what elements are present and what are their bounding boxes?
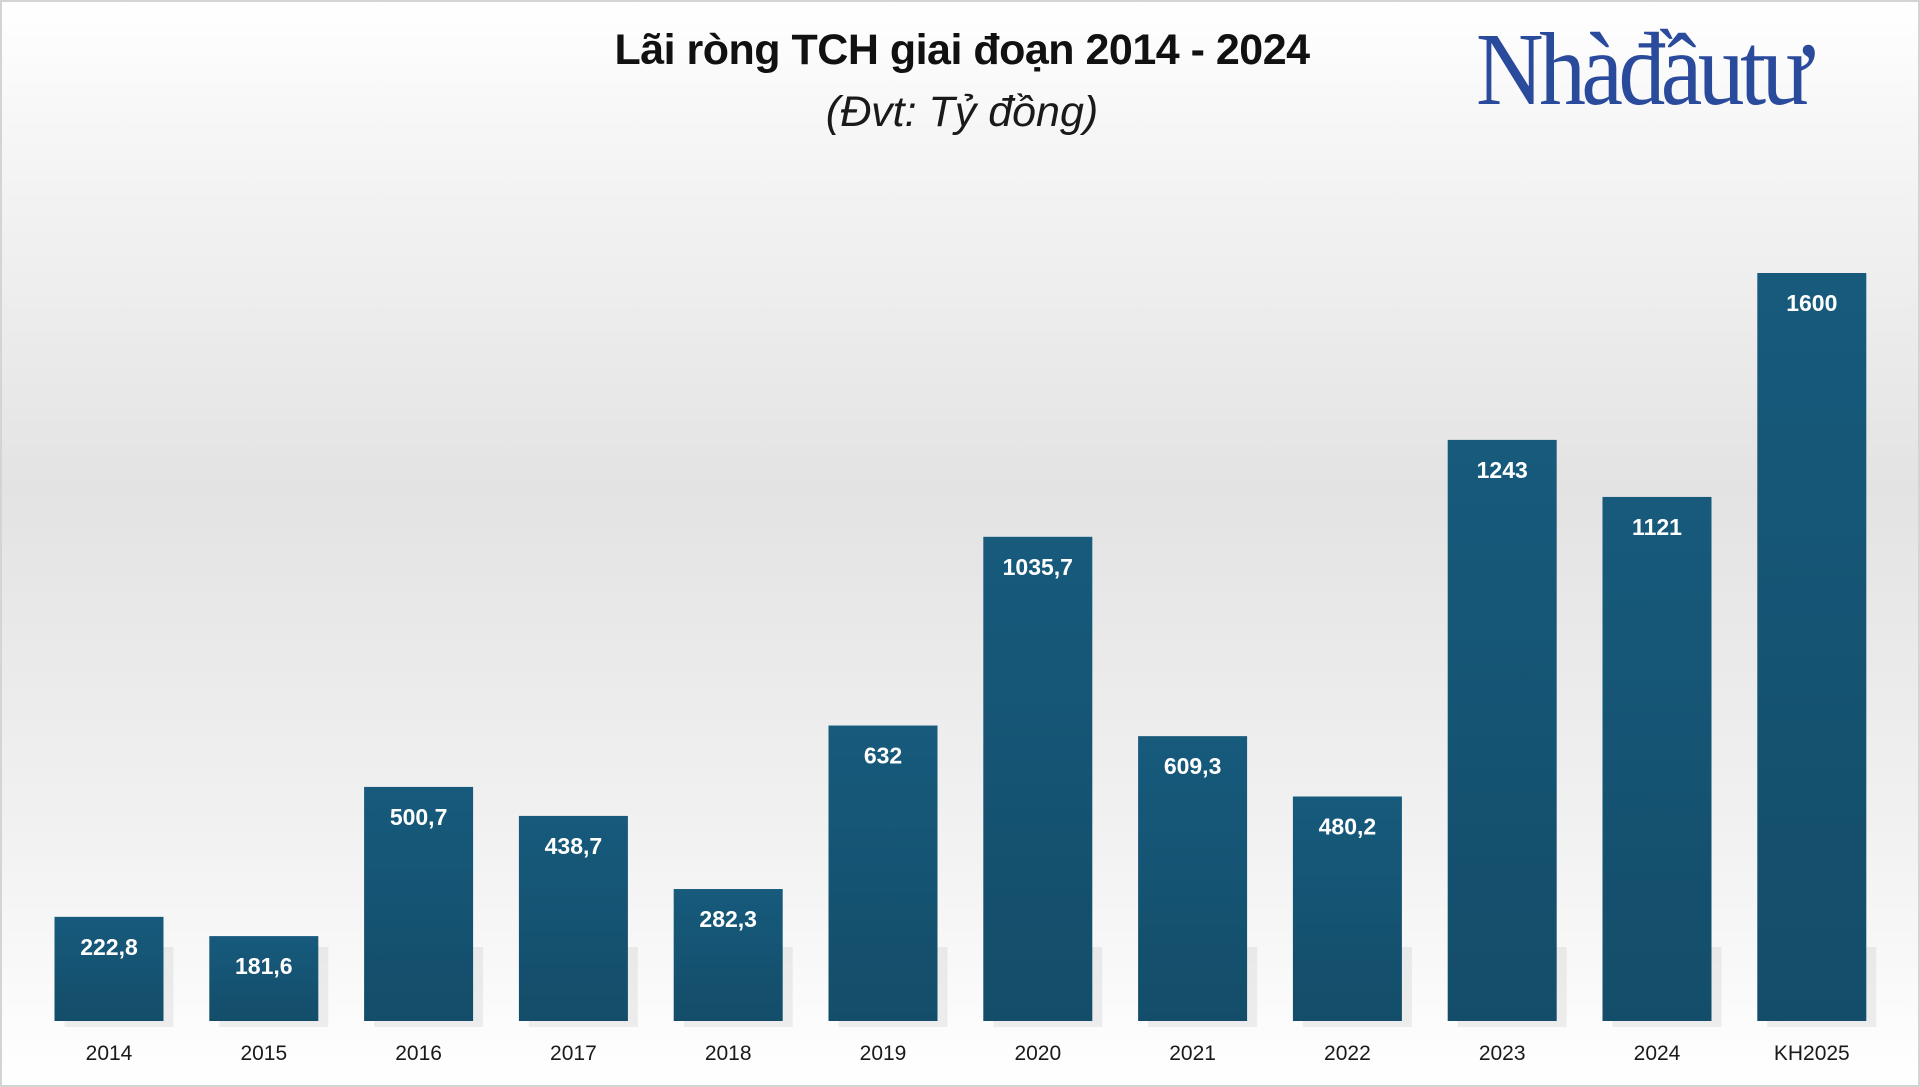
bar-2019 [828, 725, 938, 1021]
data-label-2019: 632 [864, 743, 902, 769]
bar-kh2025 [1757, 273, 1867, 1021]
nhadautu-logo: Nhàđầutư [1476, 12, 1812, 127]
x-tick-2017: 2017 [550, 1042, 597, 1065]
data-labels-group: 222,8 181,6 500,7 438,7 282,3 632 1035,7 609,3 4… [80, 290, 1837, 979]
x-axis-ticks-group: 2014 2015 2016 2017 2018 2019 2020 2021 2022 2023… [86, 1042, 1850, 1065]
bar-2024 [1602, 496, 1712, 1021]
bar-2017 [518, 815, 628, 1021]
data-label-2023: 1243 [1477, 457, 1528, 483]
x-tick-2020: 2020 [1014, 1042, 1061, 1065]
data-label-2020: 1035,7 [1003, 554, 1073, 580]
bar-2023 [1447, 439, 1557, 1022]
bar-2016 [364, 786, 474, 1021]
bar-2021 [1138, 736, 1248, 1021]
data-label-2021: 609,3 [1164, 753, 1222, 779]
x-tick-2018: 2018 [705, 1042, 752, 1065]
x-tick-2022: 2022 [1324, 1042, 1371, 1065]
chart-subtitle: (Đvt: Tỷ đồng) [825, 88, 1099, 136]
data-label-2022: 480,2 [1319, 814, 1377, 840]
data-label-2015: 181,6 [235, 953, 293, 979]
x-tick-2023: 2023 [1479, 1042, 1526, 1065]
data-label-2016: 500,7 [390, 804, 448, 830]
chart-title: Lãi ròng TCH giai đoạn 2014 - 2024 [614, 26, 1310, 74]
data-label-2017: 438,7 [545, 833, 603, 859]
x-tick-2016: 2016 [395, 1042, 442, 1065]
data-label-kh2025: 1600 [1786, 290, 1837, 316]
bar-2022 [1292, 796, 1402, 1021]
bar-2018 [673, 889, 783, 1021]
x-tick-2019: 2019 [860, 1042, 907, 1065]
x-tick-2015: 2015 [240, 1042, 287, 1065]
x-tick-2014: 2014 [86, 1042, 133, 1065]
x-tick-kh2025: KH2025 [1774, 1042, 1850, 1065]
data-label-2014: 222,8 [80, 934, 138, 960]
x-tick-2024: 2024 [1634, 1042, 1681, 1065]
data-label-2018: 282,3 [699, 906, 757, 932]
x-tick-2021: 2021 [1169, 1042, 1216, 1065]
bars-group [54, 273, 1877, 1027]
data-label-2024: 1121 [1632, 514, 1682, 540]
bar-2014 [54, 916, 164, 1021]
bar-2015 [209, 936, 319, 1021]
bar-2020 [983, 536, 1093, 1021]
